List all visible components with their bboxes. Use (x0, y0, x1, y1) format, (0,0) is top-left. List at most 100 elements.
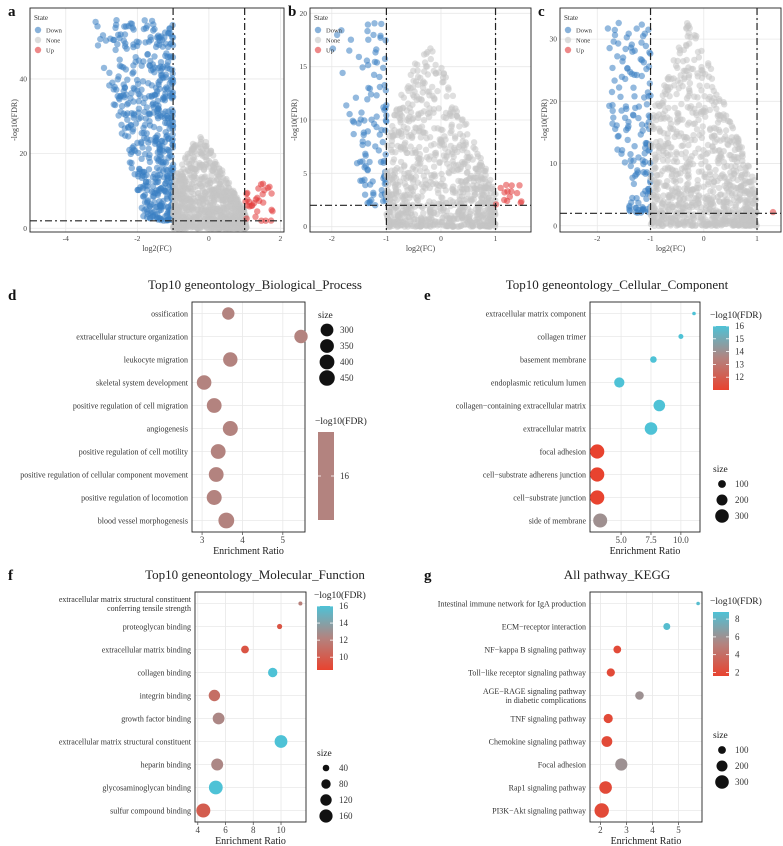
point-down (338, 27, 345, 34)
point-down (138, 140, 145, 147)
point-none (405, 83, 412, 90)
size-legend-key (320, 339, 334, 353)
bubble-point (590, 444, 605, 459)
y-tick-label: 15 (300, 62, 308, 71)
size-legend-label: 350 (340, 341, 354, 351)
point-down (124, 76, 131, 83)
point-none (723, 162, 731, 170)
point-none (429, 83, 436, 91)
point-down (135, 98, 142, 105)
plot-background (590, 302, 700, 532)
point-none (418, 222, 425, 229)
bubble-point (223, 352, 238, 367)
category-label-line: extracellular matrix component (486, 310, 587, 319)
point-none (449, 158, 456, 165)
point-down (641, 158, 649, 165)
point-down (629, 111, 637, 119)
point-up (268, 190, 275, 197)
point-none (403, 183, 410, 190)
point-none (442, 109, 450, 117)
point-down (128, 159, 135, 167)
point-none (655, 213, 662, 220)
point-down (138, 86, 145, 93)
point-none (691, 120, 699, 127)
data-points (604, 19, 777, 229)
point-none (667, 120, 675, 127)
point-none (664, 130, 671, 137)
point-none (680, 196, 687, 203)
x-tick-label: 4 (240, 535, 245, 545)
point-down (136, 166, 143, 173)
color-legend-label: 16 (339, 601, 349, 611)
x-tick-label: 3 (200, 535, 205, 545)
point-none (400, 123, 407, 130)
point-none (170, 223, 178, 231)
point-none (216, 180, 223, 187)
point-down (149, 183, 157, 190)
point-none (708, 175, 715, 183)
point-none (205, 211, 213, 218)
point-down (358, 109, 365, 116)
point-down (113, 17, 120, 24)
point-down (364, 21, 372, 28)
point-none (734, 176, 741, 184)
point-none (708, 207, 715, 214)
size-legend-label: 300 (735, 777, 749, 787)
point-down (630, 84, 637, 91)
panel-letter-a: a (8, 4, 16, 20)
point-down (112, 24, 119, 31)
point-down (138, 204, 145, 211)
point-none (172, 218, 179, 226)
legend-key-down (34, 26, 42, 34)
point-none (189, 207, 197, 214)
data-points (329, 20, 525, 230)
point-none (386, 208, 393, 216)
point-down (147, 36, 155, 43)
category-label-line: PI3K−Akt signaling pathway (492, 807, 586, 816)
point-down (373, 46, 380, 53)
point-none (698, 87, 705, 94)
category-label-line: heparin binding (141, 761, 191, 770)
x-tick-label: 6 (223, 825, 228, 835)
point-down (370, 71, 378, 79)
point-down (152, 101, 159, 108)
point-down (632, 172, 639, 179)
size-legend-label: 300 (735, 511, 749, 521)
point-down (610, 114, 617, 121)
x-axis-label: Enrichment Ratio (610, 546, 681, 557)
point-down (163, 50, 170, 57)
point-down (367, 181, 374, 188)
point-none (404, 149, 411, 157)
bubble-panel-f: f Top10 geneontology_Molecular_Functionex… (8, 567, 366, 846)
point-down (364, 140, 372, 147)
point-down (382, 151, 389, 158)
point-none (199, 147, 206, 154)
point-none (723, 198, 730, 205)
point-none (420, 116, 428, 124)
point-none (435, 105, 442, 112)
point-down (158, 138, 165, 145)
point-none (439, 79, 446, 86)
point-down (143, 171, 150, 179)
point-none (415, 156, 422, 163)
point-none (489, 183, 496, 190)
point-down (372, 143, 379, 150)
point-none (672, 167, 679, 174)
point-down (163, 132, 171, 139)
point-none (431, 125, 438, 132)
point-none (229, 212, 236, 219)
category-label-line: positive regulation of locomotion (81, 494, 188, 503)
x-tick-label: 5.0 (615, 535, 627, 545)
legend-key-up (314, 46, 322, 54)
bubble-point (210, 444, 226, 459)
plot-frame (29, 7, 285, 233)
point-down (382, 127, 389, 134)
point-none (704, 196, 712, 203)
point-none (438, 170, 445, 178)
point-none (472, 146, 479, 153)
point-down (615, 19, 622, 27)
category-label-line: focal adhesion (540, 448, 586, 457)
category-label-line: glycosaminoglycan binding (102, 784, 191, 793)
legend-key-down (564, 26, 572, 34)
